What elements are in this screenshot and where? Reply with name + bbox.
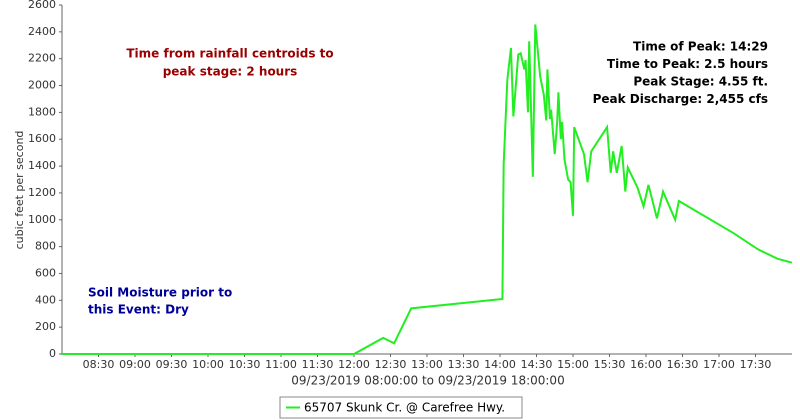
x-tick-label: 12:00 <box>338 358 370 371</box>
y-tick-label: 2600 <box>28 0 56 11</box>
y-tick-label: 1400 <box>28 159 56 172</box>
x-tick-label: 09:00 <box>119 358 151 371</box>
x-tick-label: 08:30 <box>83 358 115 371</box>
x-axis-label: 09/23/2019 08:00:00 to 09/23/2019 18:00:… <box>291 374 564 388</box>
x-tick-label: 10:00 <box>192 358 224 371</box>
y-tick-label: 1600 <box>28 132 56 145</box>
x-tick-label: 13:30 <box>448 358 480 371</box>
y-tick-label: 2000 <box>28 79 56 92</box>
y-tick-label: 0 <box>49 347 56 360</box>
x-tick-label: 09:30 <box>156 358 188 371</box>
annotation: peak stage: 2 hours <box>163 65 298 79</box>
legend-label: 65707 Skunk Cr. @ Carefree Hwy. <box>304 401 505 415</box>
x-tick-label: 10:30 <box>229 358 261 371</box>
y-tick-label: 1200 <box>28 186 56 199</box>
y-tick-label: 200 <box>35 320 56 333</box>
x-tick-label: 12:30 <box>375 358 407 371</box>
y-tick-label: 1000 <box>28 213 56 226</box>
x-tick-label: 16:00 <box>630 358 662 371</box>
annotation: Time to Peak: 2.5 hours <box>607 57 768 71</box>
x-tick-label: 11:30 <box>302 358 334 371</box>
y-tick-label: 400 <box>35 293 56 306</box>
annotation: Time of Peak: 14:29 <box>633 40 768 54</box>
x-tick-label: 16:30 <box>667 358 699 371</box>
x-tick-label: 14:30 <box>521 358 553 371</box>
y-tick-label: 1800 <box>28 105 56 118</box>
x-tick-label: 17:00 <box>703 358 735 371</box>
annotation: this Event: Dry <box>88 303 189 317</box>
y-tick-label: 800 <box>35 240 56 253</box>
y-tick-label: 2200 <box>28 52 56 65</box>
annotation: Peak Stage: 4.55 ft. <box>633 75 768 89</box>
x-tick-label: 14:00 <box>484 358 516 371</box>
legend-box <box>279 396 523 419</box>
annotation: Time from rainfall centroids to <box>126 47 333 61</box>
x-tick-label: 13:00 <box>411 358 443 371</box>
x-tick-label: 11:00 <box>265 358 297 371</box>
x-tick-label: 17:30 <box>740 358 772 371</box>
data-line <box>62 24 793 355</box>
x-tick-label: 15:30 <box>594 358 626 371</box>
y-tick-label: 2400 <box>28 25 56 38</box>
y-tick-label: 600 <box>35 266 56 279</box>
annotation: Peak Discharge: 2,455 cfs <box>593 92 768 106</box>
y-axis-label: cubic feet per second <box>13 131 26 250</box>
x-tick-label: 15:00 <box>557 358 589 371</box>
annotation: Soil Moisture prior to <box>88 286 232 300</box>
